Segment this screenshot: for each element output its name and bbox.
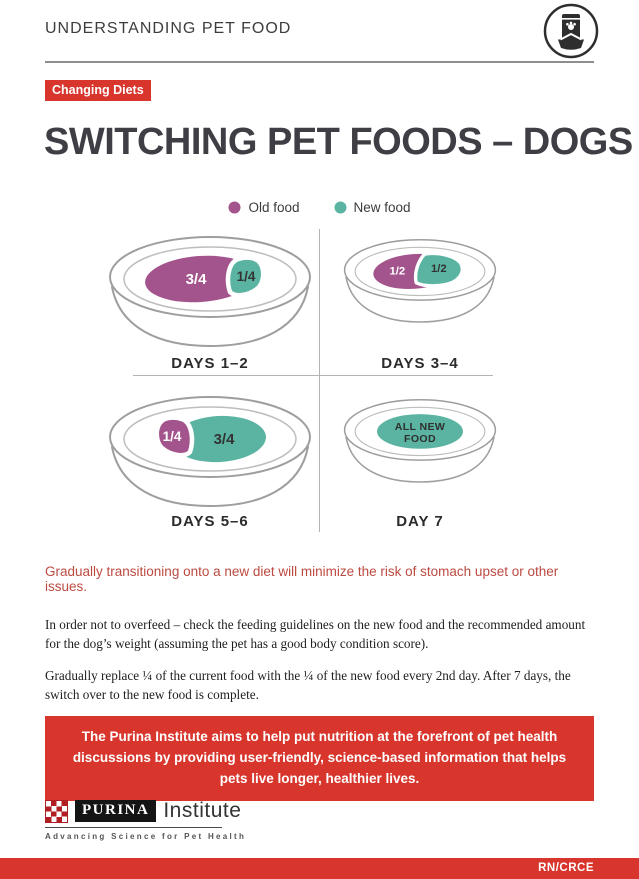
legend-item-old-food: Old food — [228, 200, 300, 215]
paragraph-overfeed: In order not to overfeed – check the fee… — [45, 617, 586, 652]
old-food-dot-icon — [228, 201, 241, 214]
header-divider — [45, 61, 594, 63]
section-badge: Changing Diets — [45, 80, 151, 101]
svg-text:1/2: 1/2 — [431, 263, 447, 275]
legend-item-new-food: New food — [334, 200, 411, 215]
food-legend: Old food New food — [0, 200, 639, 215]
svg-text:1/2: 1/2 — [390, 265, 406, 277]
bowl-day-7: ALL NEW FOOD — [343, 399, 497, 483]
purina-institute-logo: PURINA Institute Advancing Science for P… — [45, 799, 246, 841]
lead-sentence: Gradually transitioning onto a new diet … — [45, 564, 559, 594]
body-copy: Gradually transitioning onto a new diet … — [45, 564, 594, 737]
pet-food-bag-and-bowl-icon — [543, 3, 599, 64]
purina-institute-callout: The Purina Institute aims to help put nu… — [45, 716, 594, 801]
bowl-label-days-5-6: DAYS 5–6 — [171, 513, 249, 530]
svg-text:FOOD: FOOD — [404, 433, 436, 445]
bowl-days-1-2: 3/4 1/4 — [109, 236, 311, 348]
legend-old-label: Old food — [248, 200, 300, 215]
paragraph-replace-quarter: Gradually replace ¼ of the current food … — [45, 668, 571, 703]
logo-tagline: Advancing Science for Pet Health — [45, 832, 247, 841]
page-header-title: UNDERSTANDING PET FOOD — [45, 20, 292, 37]
legend-new-label: New food — [353, 200, 411, 215]
new-food-dot-icon — [334, 201, 346, 214]
page-title: SWITCHING PET FOODS – DOGS — [44, 121, 633, 163]
svg-text:1/4: 1/4 — [163, 429, 182, 444]
purina-wordmark: PURINA — [75, 800, 157, 822]
bowl-label-day-7: DAY 7 — [396, 513, 444, 530]
bowl-label-days-1-2: DAYS 1–2 — [171, 355, 249, 372]
svg-text:3/4: 3/4 — [186, 271, 208, 288]
bottom-bar: RN/CRCE — [0, 858, 639, 879]
bowl-days-3-4: 1/2 1/2 — [343, 239, 497, 323]
svg-text:1/4: 1/4 — [237, 269, 256, 284]
grid-divider-vertical — [319, 229, 320, 532]
svg-text:3/4: 3/4 — [214, 431, 236, 448]
svg-text:ALL NEW: ALL NEW — [395, 421, 446, 433]
bowl-label-days-3-4: DAYS 3–4 — [381, 355, 459, 372]
purina-checkerboard-icon — [45, 799, 68, 823]
institute-wordmark: Institute — [163, 799, 242, 822]
tagline-rule — [45, 827, 222, 828]
document-code: RN/CRCE — [538, 862, 594, 874]
bowl-days-5-6: 1/4 3/4 — [109, 396, 311, 508]
grid-divider-horizontal — [133, 375, 493, 376]
